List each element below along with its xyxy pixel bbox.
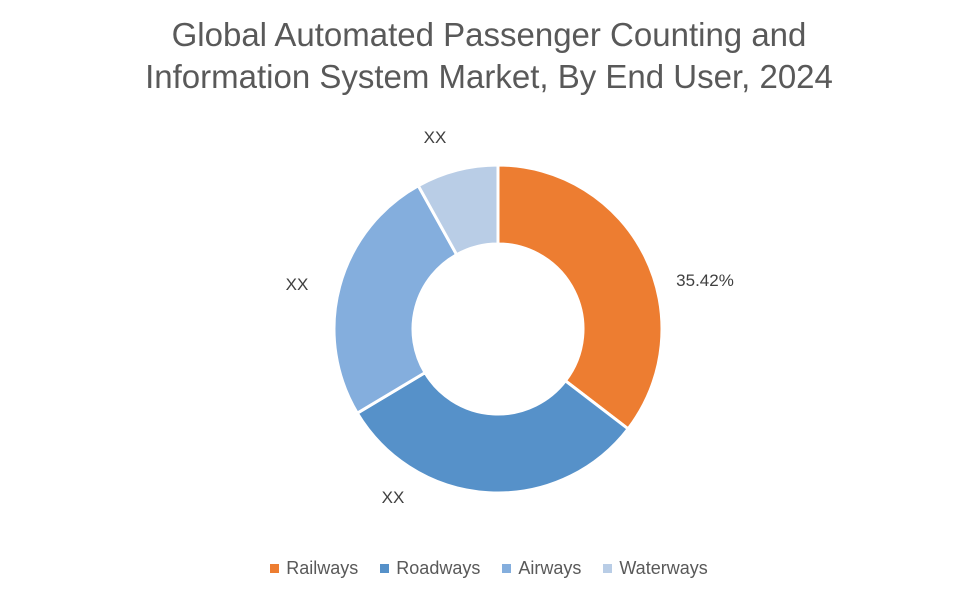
data-label-railways: 35.42% — [676, 271, 734, 290]
chart-title-line2: Information System Market, By End User, … — [145, 58, 833, 95]
legend-label: Airways — [518, 558, 582, 578]
slice-waterways — [416, 163, 500, 257]
chart-title-line1: Global Automated Passenger Counting and — [171, 16, 807, 53]
slice-railways — [496, 163, 664, 431]
legend-label: Railways — [286, 558, 359, 578]
slice-roadways — [355, 370, 631, 495]
legend: Railways Roadways Airways Waterways — [0, 558, 978, 579]
legend-swatch — [380, 564, 390, 573]
data-label-airways: XX — [286, 275, 309, 294]
legend-swatch — [502, 564, 512, 573]
data-label-roadways: XX — [382, 488, 405, 507]
legend-swatch — [270, 564, 280, 573]
legend-item-railways: Railways — [270, 558, 358, 579]
legend-label: Roadways — [396, 558, 481, 578]
data-label-waterways: XX — [424, 128, 447, 147]
legend-swatch — [603, 564, 613, 573]
legend-item-roadways: Roadways — [380, 558, 480, 579]
slice-airways — [332, 183, 459, 416]
legend-item-waterways: Waterways — [603, 558, 708, 579]
legend-label: Waterways — [619, 558, 708, 578]
chart-title: Global Automated Passenger Counting and … — [0, 14, 978, 98]
legend-item-airways: Airways — [502, 558, 581, 579]
